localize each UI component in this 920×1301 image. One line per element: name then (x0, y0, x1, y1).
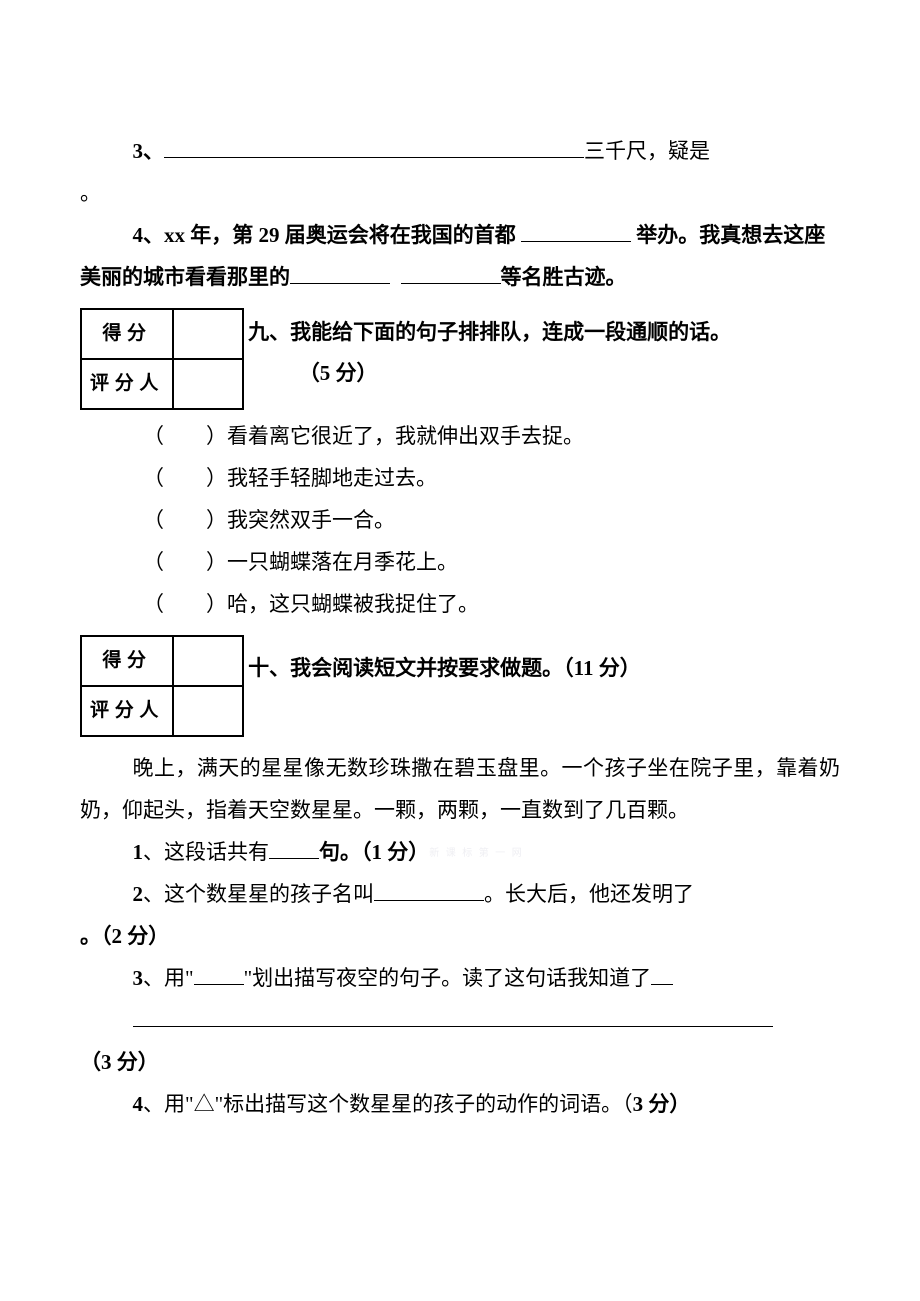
q4-number: 4、xx (133, 223, 191, 247)
score-box: 得分 评分人 (80, 308, 244, 410)
reviewer-value[interactable] (173, 359, 243, 409)
reviewer-label: 评分人 (81, 359, 173, 409)
s10-q2-tail: 。（2 分） (80, 915, 840, 957)
score-value[interactable] (173, 309, 243, 359)
section-9-items: （ ）看着离它很近了，我就伸出双手去捉。 （ ）我轻手轻脚地走过去。 （ ）我突… (80, 415, 840, 625)
blank[interactable] (401, 263, 501, 284)
blank[interactable] (290, 263, 390, 284)
sort-item-4: （ ）哈，这只蝴蝶被我捉住了。 (80, 583, 840, 625)
score-box: 得分 评分人 (80, 635, 244, 737)
score-label: 得分 (81, 309, 173, 359)
sort-item-0: （ ）看着离它很近了，我就伸出双手去捉。 (80, 415, 840, 457)
score-value[interactable] (173, 636, 243, 686)
question-4: 4、xx 年，第 29 届奥运会将在我国的首都 举办。我真想去这座美丽的城市看看… (80, 214, 840, 298)
q3-tail: 三千尺，疑是 (584, 139, 710, 163)
q4-p1c: 届奥运会将在我国的首都 (285, 223, 521, 247)
q3-period: 。 (80, 172, 840, 214)
s10-q3-line (80, 999, 840, 1041)
q3-number: 3、 (133, 139, 165, 163)
question-3: 3、 三千尺，疑是 (80, 130, 840, 172)
blank[interactable] (164, 137, 584, 158)
sort-item-1: （ ）我轻手轻脚地走过去。 (80, 457, 840, 499)
section-10-header: 得分 评分人 十、我会阅读短文并按要求做题。（11 分） (80, 635, 840, 737)
reviewer-value[interactable] (173, 686, 243, 736)
s10-q2: 2、这个数星星的孩子名叫。长大后，他还发明了 (80, 873, 840, 915)
s10-q1: 1、这段话共有句。（1 分）新 课 标 第 一 网 (80, 831, 840, 873)
s10-q3-tail: （3 分） (80, 1041, 840, 1083)
q4-p1: 年，第 (190, 223, 258, 247)
blank[interactable] (133, 1006, 773, 1027)
section-9-header: 得分 评分人 九、我能给下面的句子排排队，连成一段通顺的话。 （5 分） (80, 308, 840, 410)
section-9-title: 九、我能给下面的句子排排队，连成一段通顺的话。 (244, 308, 731, 352)
reviewer-label: 评分人 (81, 686, 173, 736)
score-label: 得分 (81, 636, 173, 686)
s10-q3: 3、用""划出描写夜空的句子。读了这句话我知道了 (80, 957, 840, 999)
q4-p3: 等名胜古迹。 (501, 265, 627, 289)
blank[interactable] (651, 964, 673, 985)
section-10-title: 十、我会阅读短文并按要求做题。（11 分） (244, 635, 641, 688)
passage: 晚上，满天的星星像无数珍珠撒在碧玉盘里。一个孩子坐在院子里，靠着奶奶，仰起头，指… (80, 747, 840, 831)
blank[interactable] (374, 880, 484, 901)
blank[interactable] (269, 838, 319, 859)
section-9-points: （5 分） (244, 352, 731, 394)
sort-item-3: （ ）一只蝴蝶落在月季花上。 (80, 541, 840, 583)
blank[interactable] (521, 221, 631, 242)
s10-q4: 4、用"△"标出描写这个数星星的孩子的动作的词语。（3 分） (80, 1083, 840, 1125)
watermark: 新 课 标 第 一 网 (429, 848, 524, 859)
q4-p1b: 29 (259, 223, 285, 247)
blank[interactable] (194, 964, 244, 985)
sort-item-2: （ ）我突然双手一合。 (80, 499, 840, 541)
